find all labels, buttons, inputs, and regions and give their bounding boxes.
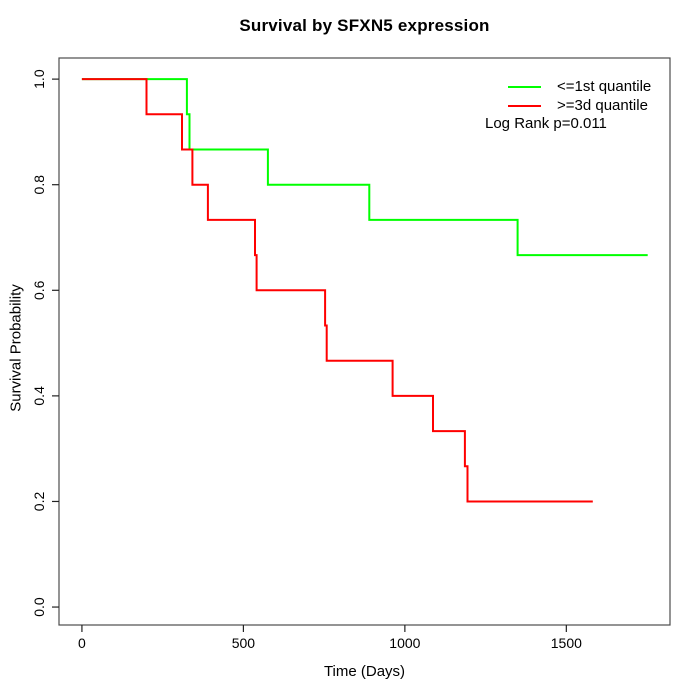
y-tick-label: 1.0 xyxy=(31,69,47,89)
x-axis-label: Time (Days) xyxy=(323,663,406,680)
x-tick-label: 500 xyxy=(232,635,256,651)
plot-frame xyxy=(58,57,671,626)
survival-curve-high-expression xyxy=(81,78,593,503)
legend-item-first-quantile: <=1st quantile xyxy=(508,77,651,96)
chart-title: Survival by SFXN5 expression xyxy=(239,16,490,35)
y-tick-label: 0.6 xyxy=(31,280,47,300)
legend-label-first-quantile: <=1st quantile xyxy=(557,78,652,95)
log-rank-p-value: Log Rank p=0.011 xyxy=(485,115,607,132)
x-tick-label: 1000 xyxy=(389,635,420,651)
x-tick-label: 1500 xyxy=(551,635,582,651)
y-tick-label: 0.2 xyxy=(31,492,47,512)
green-line-swatch xyxy=(508,85,541,88)
x-tick-label: 0 xyxy=(78,635,86,651)
y-tick-label: 0.4 xyxy=(31,386,47,406)
y-tick-label: 0.0 xyxy=(31,597,47,617)
survival-curve-low-expression xyxy=(81,78,648,257)
red-line-swatch xyxy=(508,104,541,107)
legend: <=1st quantile >=3d quantile xyxy=(508,77,651,115)
legend-label-third-quantile: >=3d quantile xyxy=(557,97,648,114)
legend-item-third-quantile: >=3d quantile xyxy=(508,96,651,115)
y-tick-label: 0.8 xyxy=(31,175,47,195)
